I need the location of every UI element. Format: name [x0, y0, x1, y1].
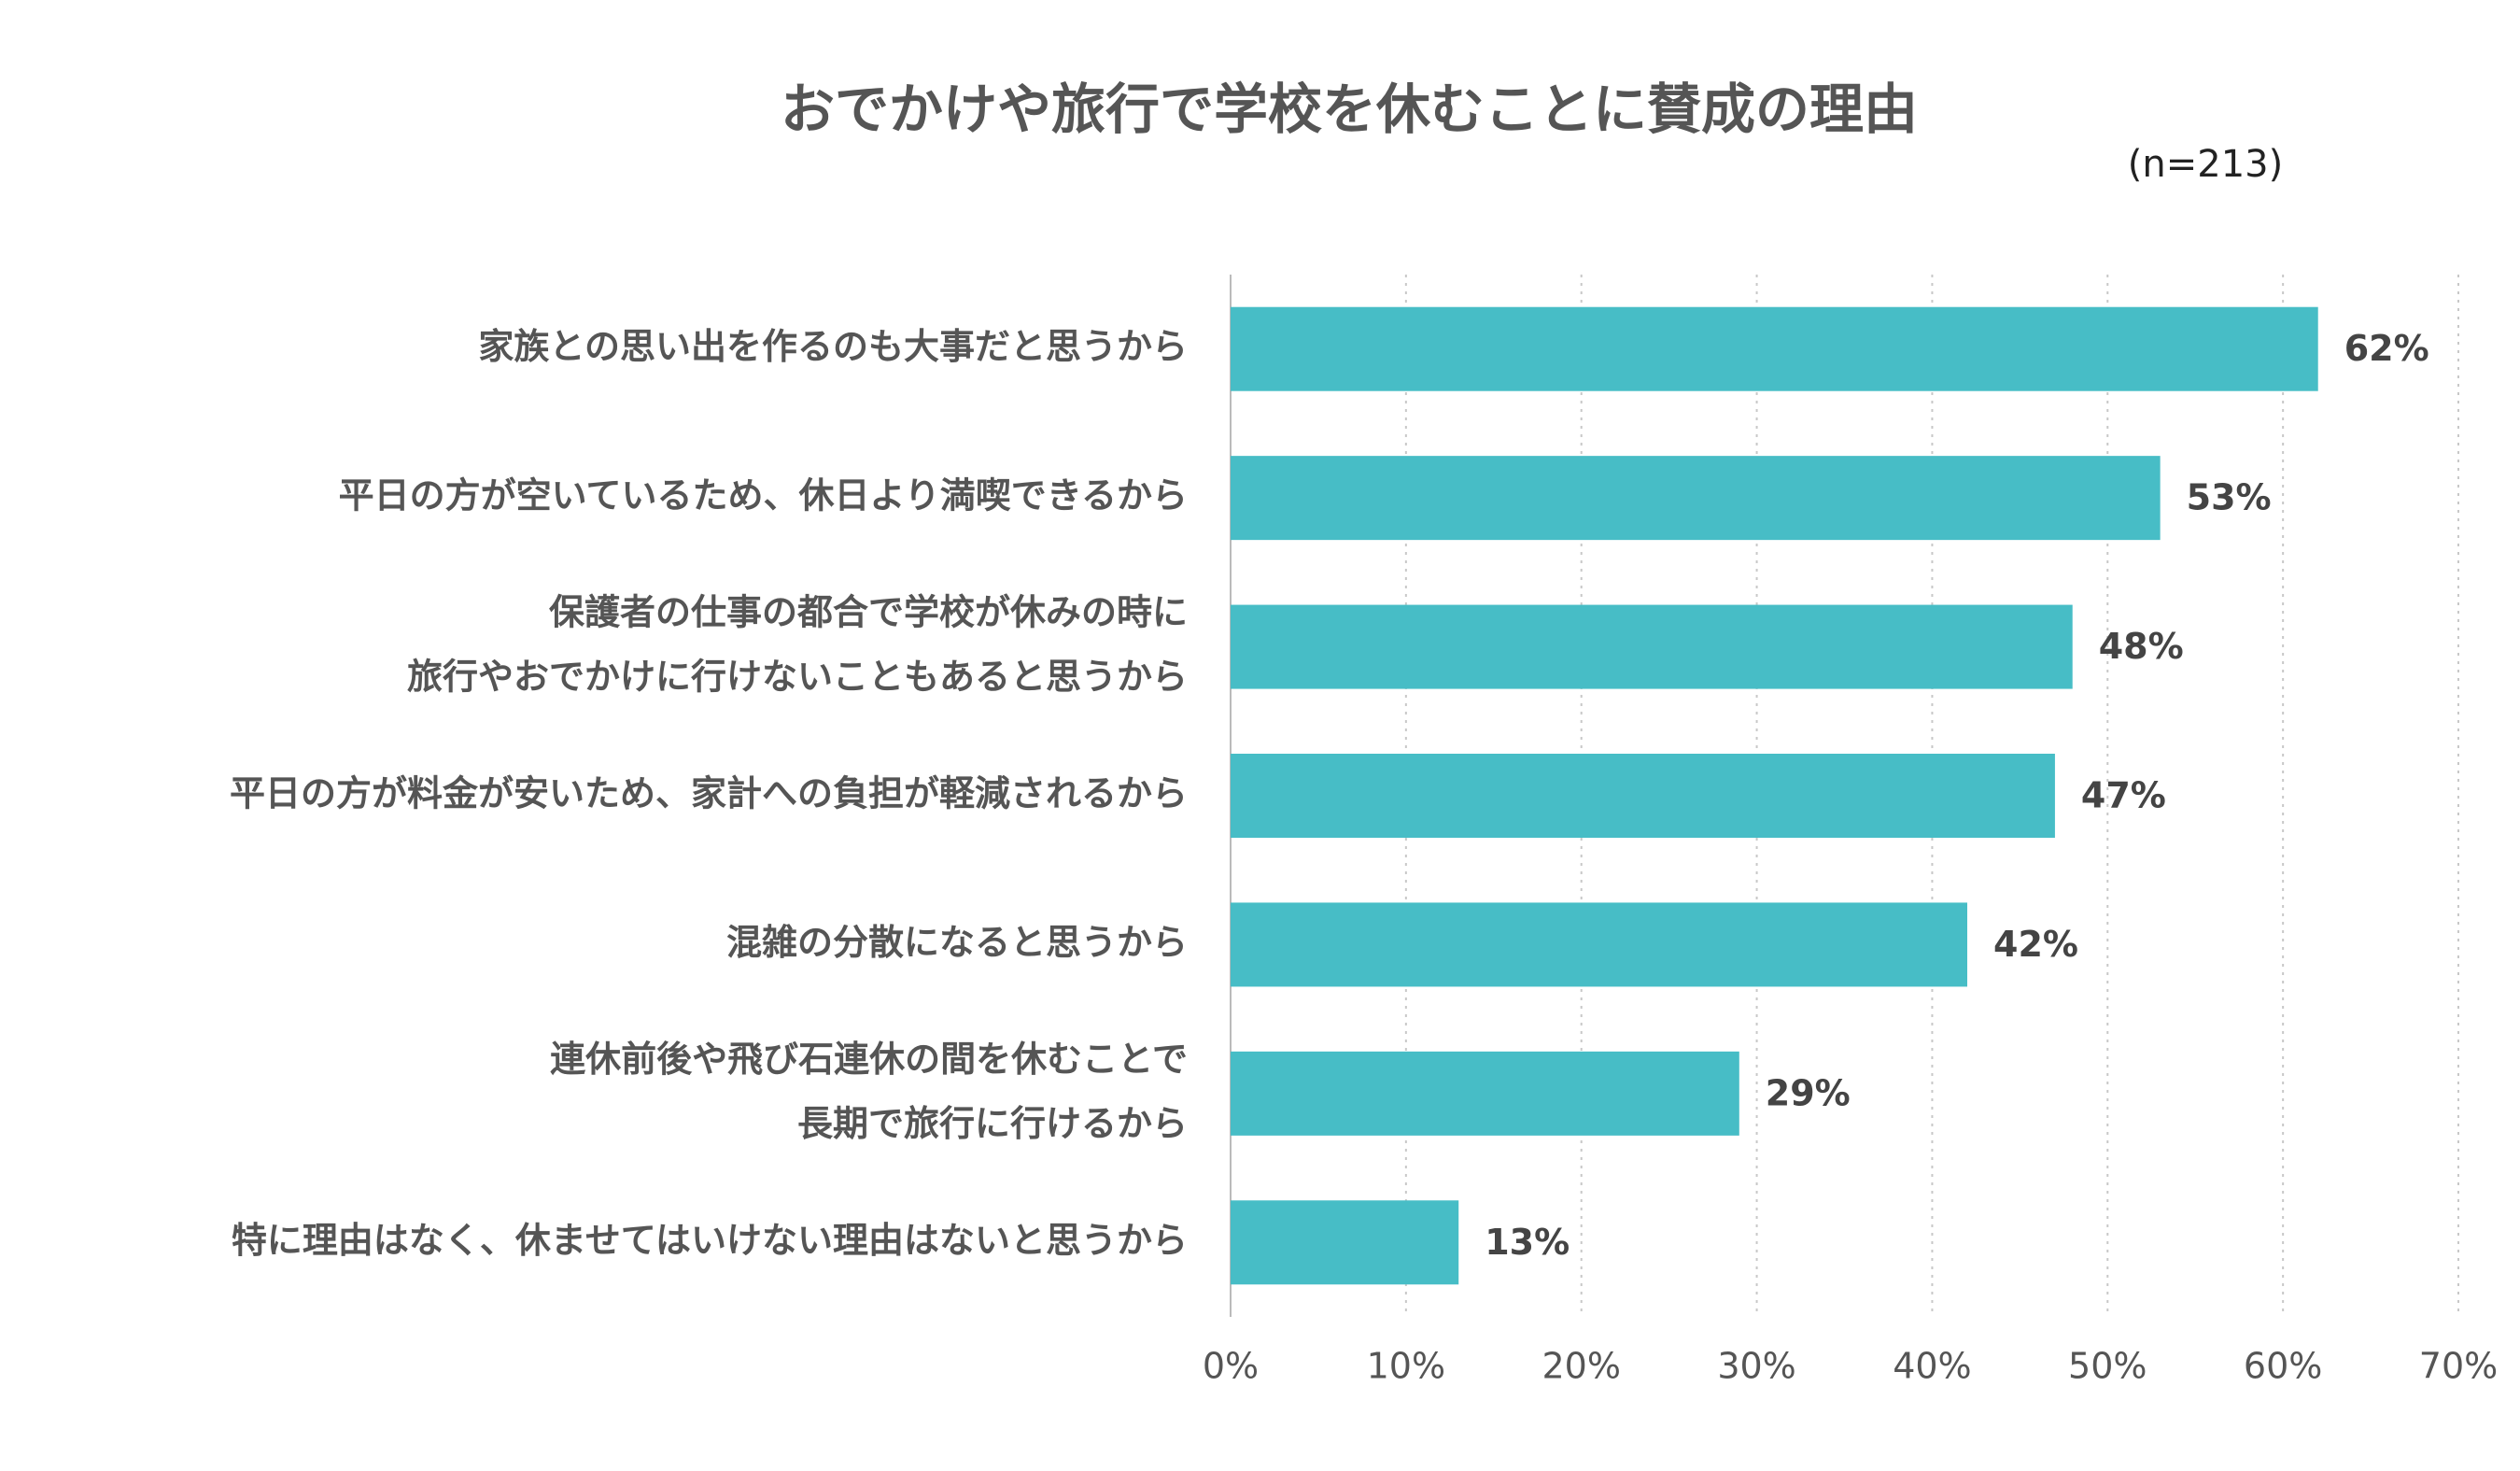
- x-tick-label: 40%: [1893, 1346, 1971, 1387]
- bar: [1231, 604, 2073, 689]
- sample-size-note: (n=213): [2128, 143, 2283, 186]
- category-label: 保護者の仕事の都合で学校が休みの時に: [549, 592, 1188, 633]
- category-label: 混雑の分散になると思うから: [726, 922, 1188, 963]
- x-tick-label: 0%: [1203, 1346, 1259, 1387]
- value-label: 62%: [2344, 328, 2429, 369]
- value-label: 48%: [2099, 626, 2184, 667]
- chart-title: おでかけや旅行で学校を休むことに賛成の理由: [781, 78, 1918, 141]
- category-label: 長期で旅行に行けるから: [797, 1103, 1188, 1144]
- value-label: 42%: [1993, 924, 2078, 965]
- x-tick-label: 10%: [1367, 1346, 1445, 1387]
- category-label: 旅行やおでかけに行けないこともあると思うから: [407, 657, 1188, 698]
- bar: [1231, 456, 2161, 541]
- category-label: 家族との思い出を作るのも大事だと思うから: [478, 326, 1188, 367]
- bar: [1231, 1200, 1459, 1285]
- category-label: 平日の方が料金が安いため、家計への負担が軽減されるから: [230, 773, 1188, 814]
- category-label: 特に理由はなく、休ませてはいけない理由はないと思うから: [232, 1220, 1188, 1261]
- category-label: 平日の方が空いているため、休日より満喫できるから: [339, 475, 1188, 516]
- bar: [1231, 1051, 1739, 1136]
- bar: [1231, 306, 2318, 391]
- value-label: 29%: [1766, 1072, 1851, 1113]
- value-label: 47%: [2081, 775, 2166, 816]
- x-tick-label: 60%: [2244, 1346, 2322, 1387]
- x-tick-label: 30%: [1717, 1346, 1795, 1387]
- x-tick-label: 70%: [2419, 1346, 2498, 1387]
- category-label: 連休前後や飛び石連休の間を休むことで: [550, 1039, 1188, 1080]
- bar: [1231, 902, 1967, 987]
- value-label: 53%: [2187, 477, 2272, 518]
- x-tick-label: 20%: [1542, 1346, 1620, 1387]
- value-label: 13%: [1485, 1222, 1570, 1263]
- x-tick-label: 50%: [2068, 1346, 2147, 1387]
- bar: [1231, 754, 2055, 838]
